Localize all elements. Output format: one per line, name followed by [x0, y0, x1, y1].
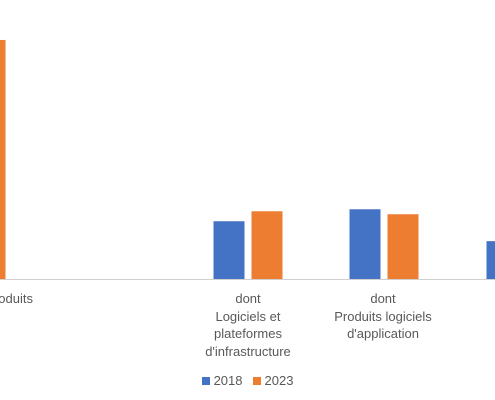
legend-swatch-2018	[201, 376, 210, 385]
bar-2023-2	[387, 214, 419, 279]
bars-group	[0, 39, 495, 280]
legend-item-2018: 2018	[201, 373, 243, 388]
legend-label-2018: 2018	[213, 373, 243, 388]
bar-2018-1	[213, 221, 245, 279]
category-label-2: dont Produits logiciels d'application	[334, 291, 432, 341]
category-label-1: dont Logiciels et plateformes d'infrastr…	[205, 291, 291, 359]
bar-2018-3	[486, 241, 495, 279]
legend-item-2023: 2023	[252, 373, 294, 388]
legend: 2018 2023	[0, 373, 495, 388]
bar-2023-1	[251, 211, 283, 279]
legend-label-2023: 2023	[264, 373, 294, 388]
category-label-0: oduits	[0, 291, 33, 306]
bar-2018-2	[349, 209, 381, 279]
legend-swatch-2023	[252, 376, 261, 385]
bar-2023-0	[0, 39, 6, 280]
